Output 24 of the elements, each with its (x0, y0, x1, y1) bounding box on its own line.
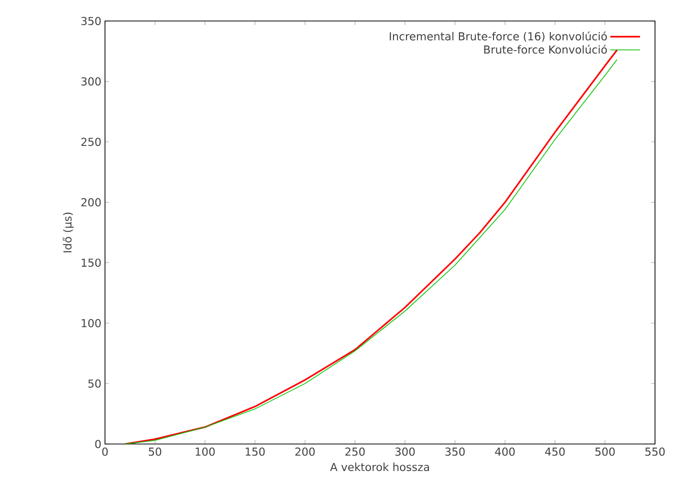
x-axis-title: A vektorok hossza (330, 462, 429, 472)
y-tick-label: 0 (95, 440, 101, 448)
legend-label: Incremental Brute-force (16) konvolúció (390, 32, 607, 42)
y-tick-label: 150 (82, 258, 101, 267)
x-tick-label: 150 (246, 448, 265, 456)
x-tick-label: 300 (395, 448, 415, 456)
y-tick-label: 50 (88, 379, 101, 388)
x-tick-label: 250 (345, 448, 365, 456)
x-tick-label: 0 (102, 448, 108, 456)
y-tick-label: 300 (81, 77, 101, 86)
x-tick-label: 500 (595, 448, 615, 456)
y-tick-label: 250 (81, 138, 101, 146)
x-tick-label: 400 (495, 448, 515, 456)
x-tick-label: 550 (645, 448, 665, 456)
y-tick-label: 100 (82, 319, 101, 328)
x-tick-label: 350 (445, 448, 465, 456)
x-tick-label: 200 (295, 448, 315, 456)
x-tick-label: 100 (196, 448, 215, 456)
legend-label: Brute-force Konvolúció (484, 44, 607, 54)
y-axis-title: Idő (µs) (62, 212, 74, 252)
y-tick-label: 350 (81, 16, 101, 26)
x-tick-label: 50 (148, 448, 162, 456)
x-tick-label: 450 (545, 448, 565, 456)
y-tick-label: 200 (81, 198, 101, 206)
